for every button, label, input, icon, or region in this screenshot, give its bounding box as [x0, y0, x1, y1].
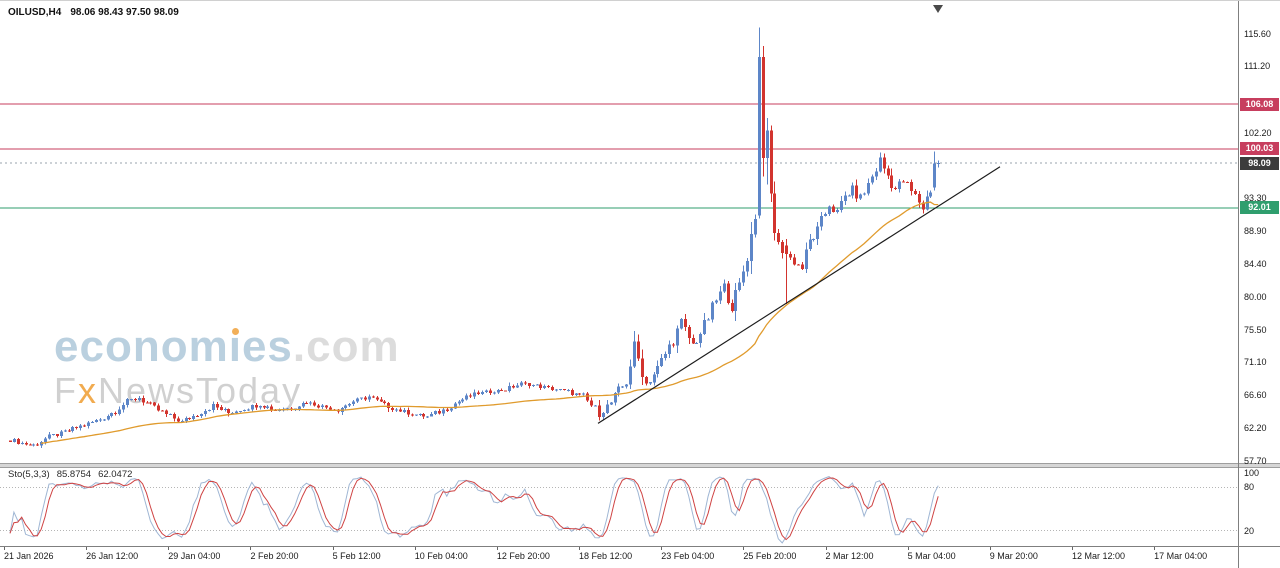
time-axis-tick [86, 547, 88, 550]
brand-x-orange: x [78, 370, 98, 411]
ohlc-values: 98.06 98.43 97.50 98.09 [70, 7, 179, 18]
time-axis-tick [250, 547, 252, 550]
indicator-signal-value: 62.0472 [98, 469, 133, 480]
time-axis-label: 9 Mar 20:00 [989, 551, 1038, 561]
price-axis-label: 71.10 [1244, 357, 1267, 368]
time-axis-tick [579, 547, 581, 550]
price-axis-label: 88.90 [1244, 225, 1267, 236]
time-axis[interactable]: 21 Jan 2026 26 Jan 12:00 29 Jan 04:00 2 Feb… [0, 546, 1280, 568]
brand-watermark-line1: economıes.com [54, 322, 400, 371]
price-axis-label: 115.60 [1244, 29, 1271, 39]
price-axis-label: 80.00 [1244, 291, 1267, 302]
ascending-trendline[interactable] [597, 166, 1001, 424]
time-axis-tick [661, 547, 663, 550]
stochastic-indicator-label: Sto(5,3,3) 85.8754 62.0472 [8, 469, 139, 480]
price-axis-label: 75.50 [1244, 324, 1267, 335]
time-axis-label: 2 Mar 12:00 [825, 551, 874, 561]
symbol-timeframe-label: OILUSD,H4 [8, 7, 62, 18]
panel-separator[interactable] [0, 463, 1280, 468]
time-axis-label: 18 Feb 12:00 [579, 551, 633, 561]
price-axis-label: 62.20 [1244, 422, 1267, 433]
time-axis-label: 5 Feb 12:00 [332, 551, 381, 561]
brand-watermark: economıes.com FxNewsToday [54, 325, 400, 409]
time-axis-tick [4, 547, 5, 550]
time-axis-label: 12 Feb 20:00 [496, 551, 550, 561]
brand-watermark-line2: FxNewsToday [54, 370, 303, 411]
price-level-badge-98.09: 98.09 [1240, 156, 1279, 170]
time-axis-tick [1071, 547, 1073, 550]
price-axis-label: 93.30 [1244, 193, 1267, 204]
price-axis-label: 66.60 [1244, 390, 1267, 401]
price-level-badge-100.03: 100.03 [1240, 142, 1279, 156]
price-level-badge-106.08: 106.08 [1240, 97, 1279, 111]
price-level-badge-92.01: 92.01 [1240, 201, 1279, 215]
time-axis-label: 21 Jan 2026 [4, 551, 54, 561]
chart-shift-marker-icon[interactable] [933, 5, 943, 13]
sto-axis-label: 80 [1244, 482, 1255, 493]
price-axis[interactable]: 115.60 111.20 102.20 93.30 88.90 84.40 80.00 75… [1238, 1, 1280, 568]
time-axis-tick [907, 547, 909, 550]
time-axis-tick [496, 547, 498, 550]
stochastic-main-line [9, 476, 939, 544]
time-axis-tick [168, 547, 170, 550]
candle-wicks-up [14, 27, 939, 449]
time-axis-label: 2 Feb 20:00 [250, 551, 299, 561]
quote-line: OILUSD,H4 98.06 98.43 97.50 98.09 [8, 7, 179, 18]
candlesticks [9, 56, 940, 446]
sto-axis-label: 20 [1244, 525, 1255, 536]
time-axis-tick [825, 547, 827, 550]
price-axis-label: 84.40 [1244, 259, 1267, 270]
time-axis-label: 5 Mar 04:00 [907, 551, 956, 561]
price-axis-label: 102.20 [1244, 127, 1272, 138]
moving-average-line[interactable] [41, 201, 939, 444]
time-axis-label: 25 Feb 20:00 [743, 551, 797, 561]
time-axis-tick [989, 547, 991, 550]
time-axis-label: 29 Jan 04:00 [168, 551, 221, 561]
time-axis-tick [332, 547, 334, 550]
sto-axis-label: 100 [1244, 468, 1260, 478]
time-axis-label: 26 Jan 12:00 [86, 551, 139, 561]
time-axis-label: 12 Mar 12:00 [1071, 551, 1125, 561]
time-axis-tick [743, 547, 745, 550]
price-axis-label: 57.70 [1244, 456, 1267, 466]
stochastic-signal-line [9, 477, 939, 541]
time-axis-tick [1154, 547, 1156, 550]
time-axis-label: 17 Mar 04:00 [1154, 551, 1208, 561]
indicator-name: Sto(5,3,3) [8, 469, 50, 480]
brand-i-orange-dot: ı [228, 322, 242, 371]
time-axis-label: 23 Feb 04:00 [661, 551, 715, 561]
indicator-main-value: 85.8754 [56, 469, 92, 480]
time-axis-tick [414, 547, 416, 550]
price-axis-label: 111.20 [1244, 61, 1271, 72]
time-axis-label: 10 Feb 04:00 [414, 551, 468, 561]
